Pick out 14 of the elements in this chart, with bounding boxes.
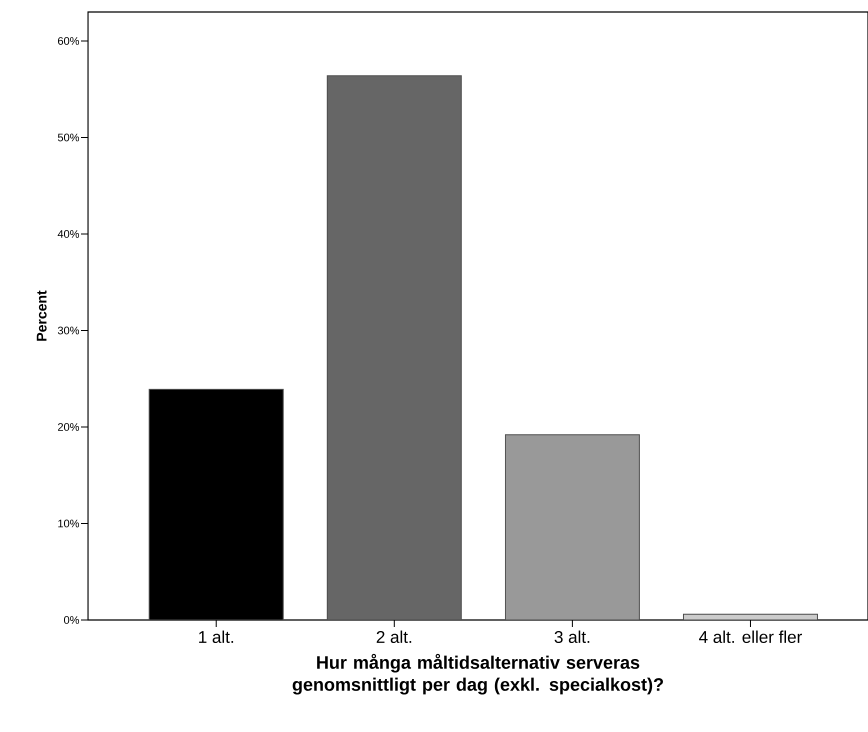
x-tick-label: 4 alt. eller fler	[699, 630, 802, 644]
y-tick-label: 40%	[58, 230, 80, 238]
y-tick-label: 50%	[58, 134, 80, 142]
y-tick-label: 30%	[58, 326, 80, 334]
y-tick-label: 0%	[64, 616, 80, 624]
x-axis-title: Hur många måltidsalternativ serveras genomsnittligt per dag (exkl. specialkost)?	[292, 654, 663, 695]
x-tick-label: 1 alt.	[199, 630, 234, 644]
y-tick-label: 20%	[58, 423, 80, 431]
y-tick-label: 60%	[58, 37, 80, 45]
x-tick-label: 3 alt.	[554, 630, 590, 644]
bar	[682, 614, 818, 620]
y-tick-label: 10%	[58, 520, 80, 528]
y-axis-title: Percent	[36, 290, 47, 341]
x-tick-label: 2 alt.	[376, 630, 412, 644]
